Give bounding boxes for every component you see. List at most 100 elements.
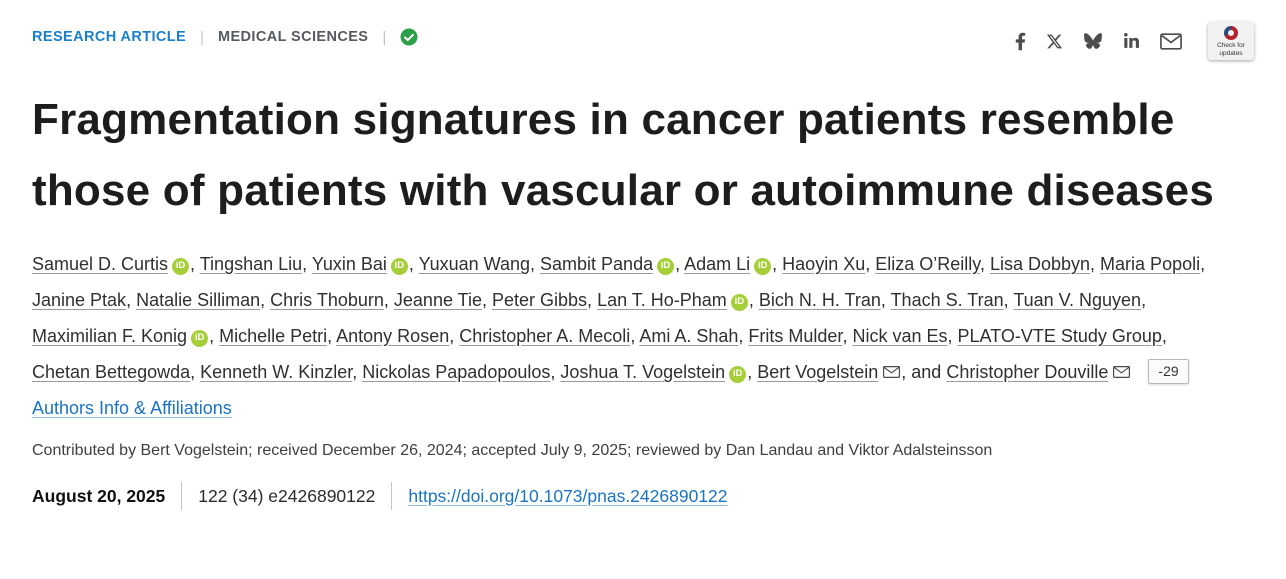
orcid-icon[interactable]: iD	[390, 257, 408, 275]
author-separator: ,	[1200, 254, 1206, 274]
author-separator: ,	[772, 254, 783, 274]
author-link[interactable]: Yuxin Bai	[311, 254, 387, 274]
author-link[interactable]: Bert Vogelstein	[757, 362, 879, 382]
author: Antony Rosen	[336, 326, 449, 346]
author-link[interactable]: Jeanne Tie	[393, 290, 482, 310]
author-link[interactable]: Haoyin Xu	[782, 254, 866, 274]
author-link[interactable]: Adam Li	[684, 254, 751, 274]
author-separator: ,	[190, 254, 200, 274]
author-link[interactable]: Sambit Panda	[540, 254, 654, 274]
author: Yuxin Bai iD	[311, 254, 409, 275]
author-link[interactable]: Ami A. Shah	[639, 326, 739, 346]
author-separator: ,	[630, 326, 640, 346]
author-link[interactable]: Michelle Petri	[219, 326, 328, 346]
open-access-check-icon[interactable]	[400, 28, 418, 46]
author-list: Samuel D. Curtis iD, Tingshan Liu, Yuxin …	[32, 246, 1222, 426]
author: Lan T. Ho-Pham iD	[597, 290, 749, 311]
authors-info-link[interactable]: Authors Info & Affiliations	[32, 398, 232, 418]
orcid-icon[interactable]: iD	[657, 257, 675, 275]
author-link[interactable]: Lan T. Ho-Pham	[597, 290, 727, 310]
author-separator: ,	[126, 290, 137, 310]
author-link[interactable]: Nickolas Papadopoulos	[362, 362, 551, 382]
orcid-icon[interactable]: iD	[172, 257, 190, 275]
author-separator: ,	[302, 254, 312, 274]
author-link[interactable]: PLATO-VTE Study Group	[957, 326, 1162, 346]
author-link[interactable]: Kenneth W. Kinzler	[200, 362, 353, 382]
page-title: Fragmentation signatures in cancer patie…	[32, 95, 1214, 215]
author-link[interactable]: Joshua T. Vogelstein	[560, 362, 726, 382]
author: Christopher A. Mecoli	[459, 326, 630, 346]
author-link[interactable]: Lisa Dobbyn	[989, 254, 1091, 274]
orcid-icon[interactable]: iD	[191, 329, 209, 347]
author-link[interactable]: Natalie Silliman	[136, 290, 261, 310]
author-link[interactable]: Thach S. Tran	[890, 290, 1004, 310]
linkedin-icon[interactable]	[1123, 32, 1140, 50]
author-separator: ,	[747, 362, 758, 382]
author: Maximilian F. Konig iD	[32, 326, 209, 347]
author-link[interactable]: Yuxuan Wang	[418, 254, 530, 274]
author-link[interactable]: Chetan Bettegowda	[32, 362, 191, 382]
author: Lisa Dobbyn	[990, 254, 1090, 274]
email-author-icon[interactable]	[1113, 366, 1131, 379]
author-link[interactable]: Antony Rosen	[336, 326, 450, 346]
check-for-updates-label: Check for updates	[1217, 42, 1245, 57]
author-separator: ,	[738, 326, 749, 346]
x-icon[interactable]	[1046, 33, 1063, 50]
author: Kenneth W. Kinzler	[200, 362, 352, 382]
author: Janine Ptak	[32, 290, 126, 310]
author-link[interactable]: Christopher A. Mecoli	[459, 326, 631, 346]
author-separator: ,	[1141, 290, 1147, 310]
author: Tuan V. Nguyen	[1013, 290, 1141, 310]
author-link[interactable]: Nick van Es	[852, 326, 948, 346]
author: Nick van Es	[852, 326, 947, 346]
author: Adam Li iD	[684, 254, 772, 275]
author-separator: ,	[190, 362, 201, 382]
author-link[interactable]: Tuan V. Nguyen	[1013, 290, 1142, 310]
author-link[interactable]: Frits Mulder	[748, 326, 843, 346]
author-separator: ,	[1161, 326, 1167, 346]
top-bar: RESEARCH ARTICLE | MEDICAL SCIENCES |	[32, 20, 1254, 60]
author-separator: ,	[327, 326, 337, 346]
author-link[interactable]: Bich N. H. Tran	[758, 290, 881, 310]
section-link[interactable]: MEDICAL SCIENCES	[218, 29, 369, 45]
divider	[391, 482, 393, 510]
orcid-icon[interactable]: iD	[754, 257, 772, 275]
author-separator: ,	[587, 290, 598, 310]
author: Bich N. H. Tran	[759, 290, 881, 310]
author-link[interactable]: Eliza O’Reilly	[875, 254, 980, 274]
author-link[interactable]: Peter Gibbs	[492, 290, 588, 310]
facebook-icon[interactable]	[1015, 32, 1026, 51]
article-meta-row: August 20, 2025 122 (34) e2426890122 htt…	[32, 482, 1254, 510]
article-type-link[interactable]: RESEARCH ARTICLE	[32, 29, 187, 45]
author-separator: ,	[530, 254, 541, 274]
email-author-icon[interactable]	[883, 366, 901, 379]
orcid-icon[interactable]: iD	[729, 365, 747, 383]
author-separator: ,	[383, 290, 394, 310]
author: Michelle Petri	[219, 326, 327, 346]
author-separator: ,	[842, 326, 853, 346]
author: Joshua T. Vogelstein iD	[560, 362, 747, 383]
check-for-updates-badge[interactable]: Check for updates	[1208, 22, 1254, 60]
doi-link[interactable]: https://doi.org/10.1073/pnas.2426890122	[408, 485, 728, 506]
author-link[interactable]: Tingshan Liu	[199, 254, 303, 274]
separator: |	[200, 28, 204, 46]
orcid-icon[interactable]: iD	[730, 293, 748, 311]
author-count-badge[interactable]: -29	[1148, 359, 1189, 384]
bluesky-icon[interactable]	[1083, 32, 1103, 50]
author: Tingshan Liu	[200, 254, 302, 274]
author-separator: ,	[1090, 254, 1101, 274]
author-link[interactable]: Maria Popoli	[1100, 254, 1201, 274]
author: Chris Thoburn	[270, 290, 384, 310]
author-separator: ,	[352, 362, 363, 382]
author-link[interactable]: Chris Thoburn	[270, 290, 384, 310]
author: Nickolas Papadopoulos	[362, 362, 550, 382]
author-link[interactable]: Maximilian F. Konig	[32, 326, 188, 346]
author: Natalie Silliman	[136, 290, 260, 310]
author-link[interactable]: Janine Ptak	[32, 290, 127, 310]
email-share-icon[interactable]	[1160, 32, 1182, 50]
author-link[interactable]: Christopher Douville	[946, 362, 1109, 382]
author-separator: ,	[748, 290, 759, 310]
author: Frits Mulder	[748, 326, 842, 346]
author: Jeanne Tie	[394, 290, 482, 310]
author-link[interactable]: Samuel D. Curtis	[32, 254, 169, 274]
